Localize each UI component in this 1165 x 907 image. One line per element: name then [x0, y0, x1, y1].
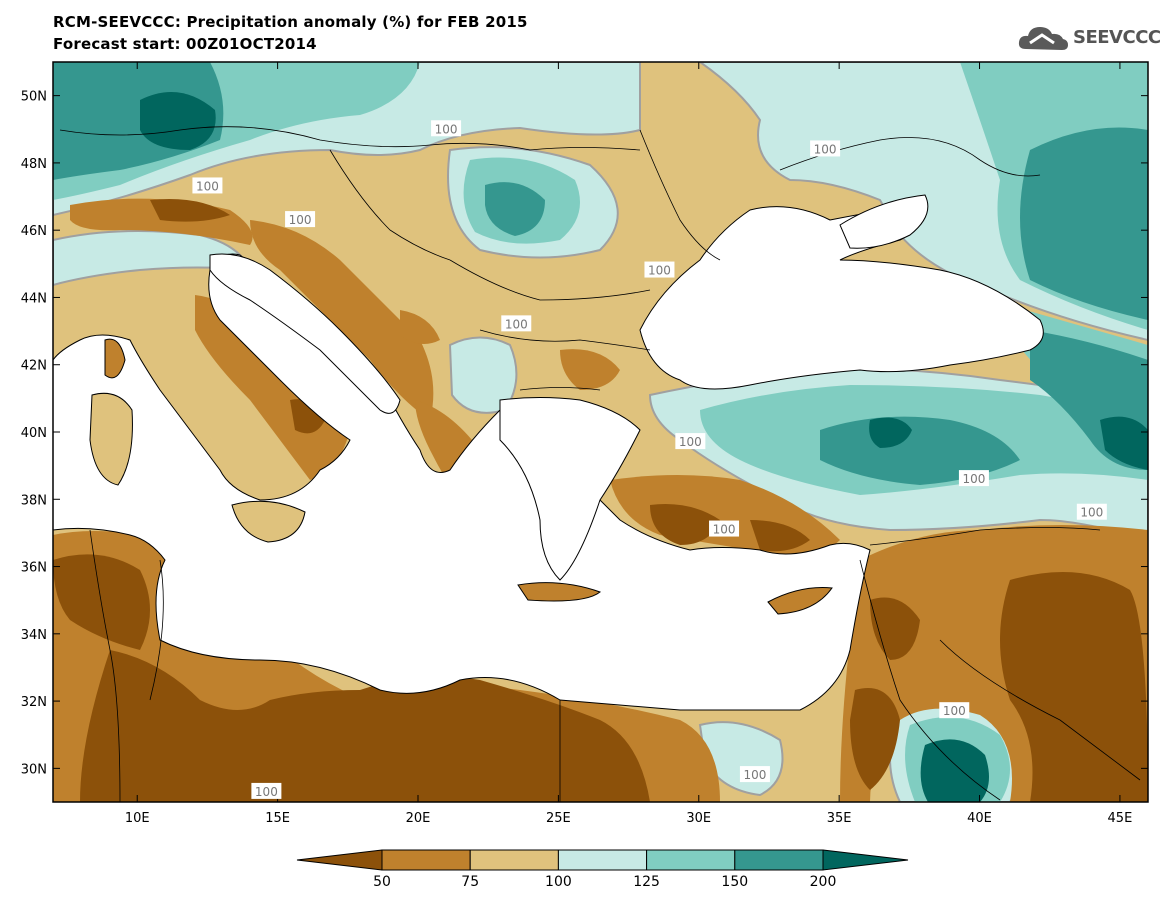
lat-tick-label: 38N [21, 493, 47, 508]
field-lt50-turkey2 [750, 520, 810, 552]
contour-label-text: 100 [743, 768, 766, 782]
contour-label-text: 100 [1080, 506, 1103, 520]
field-50-75-bulgaria [560, 349, 620, 390]
field-lt50-alps [150, 199, 230, 222]
field-lt50-libya [80, 650, 650, 802]
contour-label-8: 100 [958, 470, 989, 487]
contour-label-text: 100 [814, 142, 837, 156]
contour-label-1: 100 [192, 177, 223, 194]
contour-label-text: 100 [962, 472, 985, 486]
contour-label-4: 100 [644, 261, 675, 278]
lat-tick-label: 36N [21, 561, 47, 576]
colorbar-segment-3 [557, 849, 648, 871]
colorbar-level-label: 150 [721, 874, 748, 890]
map-title: RCM-SEEVCCC: Precipitation anomaly (%) f… [53, 13, 528, 31]
contour-label-text: 100 [196, 179, 219, 193]
field-150-200-arabia [920, 739, 989, 802]
lat-tick-label: 34N [21, 628, 47, 643]
axis-ticks: 10E 15E 20E 25E 30E 35E 40E 45E 30N 32N 34N 36N 38N 4… [21, 62, 1148, 826]
contour-label-12: 100 [251, 782, 282, 799]
contour-label-text: 100 [679, 435, 702, 449]
lon-tick-label: 30E [686, 811, 711, 826]
field-150-200-north [53, 62, 224, 180]
lat-tick-label: 48N [21, 157, 47, 172]
field-lt50-jordan [850, 688, 900, 790]
field-150-200-carp [485, 182, 545, 236]
cloud-icon [1018, 27, 1068, 50]
anomaly-field [53, 62, 1148, 802]
adriatic-sea [209, 253, 401, 414]
lon-tick-label: 25E [546, 811, 571, 826]
lon-tick-label: 20E [406, 811, 431, 826]
contour-label-text: 100 [435, 122, 458, 136]
sardinia [89, 392, 133, 486]
contour-label-3: 100 [810, 140, 841, 157]
lat-tick-label: 42N [21, 359, 47, 374]
field-200-anatolia [869, 417, 912, 448]
field-200-north [140, 92, 216, 150]
contour-label-text: 100 [713, 523, 736, 537]
contour-label-9: 100 [1076, 503, 1107, 520]
lon-tick-label: 40E [967, 811, 992, 826]
contour-labels: 100 100 100 100 100 100 100 100 100 100 100 100 100 [192, 120, 1107, 799]
field-50-75-pannonia [400, 310, 440, 344]
black-sea [639, 204, 1044, 390]
sicily [231, 500, 306, 543]
colorbar-segment-5 [734, 849, 824, 871]
field-lt50-arabia [1000, 572, 1148, 802]
lon-tick-label: 45E [1108, 811, 1133, 826]
contour-label-6: 100 [675, 433, 706, 450]
contour-label-text: 100 [943, 704, 966, 718]
cyprus [767, 587, 833, 615]
colorbar-level-label: 50 [373, 874, 391, 890]
contour-label-0: 100 [285, 211, 316, 228]
colorbar-segment-2 [469, 849, 559, 871]
corsica [104, 338, 126, 379]
field-100-125-balkan [448, 336, 518, 414]
colorbar-segment-1 [381, 849, 471, 871]
crete [517, 582, 602, 602]
contour-label-5: 100 [501, 315, 532, 332]
colorbar-segment-4 [646, 849, 736, 871]
lat-tick-label: 40N [21, 426, 47, 441]
field-150-200-ukraine [1020, 127, 1148, 320]
lat-tick-label: 32N [21, 695, 47, 710]
lat-tick-label: 30N [21, 762, 47, 777]
contour-label-7: 100 [709, 520, 740, 537]
logo-text: SEEVCCC [1073, 27, 1161, 48]
lat-tick-label: 44N [21, 291, 47, 306]
colorbar-segment-0 [296, 849, 383, 871]
contour-label-text: 100 [255, 785, 278, 799]
lat-tick-label: 50N [21, 90, 47, 105]
colorbar-level-label: 200 [810, 874, 837, 890]
contour-label-text: 100 [289, 213, 312, 227]
contour-label-10: 100 [939, 702, 970, 719]
colorbar-segment-6 [822, 849, 909, 871]
lon-tick-label: 10E [125, 811, 150, 826]
field-lt50-turkey [650, 504, 720, 545]
seevccc-logo: SEEVCCC [1016, 19, 1161, 59]
aegean-sea [499, 397, 641, 581]
lon-tick-label: 15E [265, 811, 290, 826]
contour-label-text: 100 [505, 317, 528, 331]
field-200-caucasus [1100, 416, 1148, 470]
field-50-75-italy [195, 295, 350, 480]
colorbar-level-label: 75 [461, 874, 479, 890]
contour-label-2: 100 [431, 120, 462, 137]
field-50-75-adriatic [250, 220, 434, 420]
colorbar: 50 75 100 125 150 200 [296, 849, 909, 890]
lon-tick-label: 35E [827, 811, 852, 826]
colorbar-level-label: 100 [545, 874, 572, 890]
contour-label-text: 100 [648, 264, 671, 278]
azov-sea [839, 194, 929, 249]
contour-label-11: 100 [739, 766, 770, 783]
lat-tick-label: 46N [21, 224, 47, 239]
forecast-start-subtitle: Forecast start: 00Z01OCT2014 [53, 35, 317, 53]
colorbar-level-label: 125 [633, 874, 660, 890]
